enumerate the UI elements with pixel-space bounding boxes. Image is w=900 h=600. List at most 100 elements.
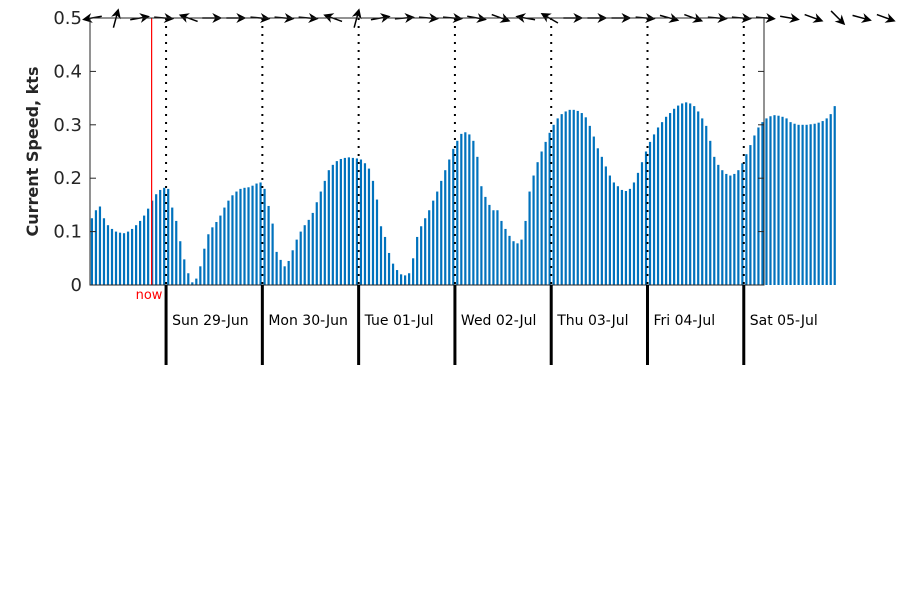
speed-bar xyxy=(532,175,535,285)
speed-bar xyxy=(399,274,403,285)
speed-bar xyxy=(367,168,371,285)
speed-bar xyxy=(584,117,587,285)
speed-bar xyxy=(660,122,664,285)
speed-bar xyxy=(167,188,170,285)
speed-bar xyxy=(721,170,724,285)
speed-bar xyxy=(287,260,290,285)
speed-bar xyxy=(825,118,828,285)
speed-bar xyxy=(560,114,563,286)
speed-bar xyxy=(753,135,756,285)
speed-bar xyxy=(347,157,350,285)
speed-bar xyxy=(295,239,298,285)
speed-bar xyxy=(785,118,788,285)
speed-bar xyxy=(628,188,632,285)
speed-bar xyxy=(544,141,547,285)
speed-bar xyxy=(697,111,700,285)
speed-bar xyxy=(448,159,451,285)
speed-bar xyxy=(134,225,138,285)
speed-bar xyxy=(520,239,523,285)
speed-bar xyxy=(709,140,712,285)
speed-bar xyxy=(564,111,567,285)
speed-bar xyxy=(540,151,543,285)
speed-bar xyxy=(428,210,431,285)
speed-bar xyxy=(343,157,346,285)
speed-bar xyxy=(664,116,668,285)
speed-bar xyxy=(733,173,736,285)
speed-bar xyxy=(765,118,768,285)
speed-bar xyxy=(432,200,435,285)
speed-bar xyxy=(805,124,808,285)
y-tick-label: 0.1 xyxy=(53,222,82,243)
speed-bar xyxy=(355,158,359,285)
speed-bar xyxy=(251,185,254,285)
now-label: now xyxy=(136,288,163,303)
speed-bar xyxy=(163,187,166,285)
speed-bar xyxy=(480,186,483,285)
speed-bar xyxy=(247,187,250,285)
speed-bar xyxy=(307,219,310,285)
speed-bar xyxy=(801,124,804,285)
speed-bar xyxy=(387,252,391,285)
speed-bar xyxy=(745,154,748,285)
speed-bar xyxy=(516,243,519,285)
speed-bar xyxy=(155,194,158,285)
speed-bar xyxy=(644,151,648,285)
speed-bar xyxy=(191,282,194,285)
speed-bar xyxy=(255,183,258,285)
speed-bars xyxy=(90,102,836,286)
speed-bar xyxy=(484,196,487,285)
speed-bar xyxy=(110,228,114,285)
day-label: Mon 30-Jun xyxy=(268,313,348,329)
speed-bar xyxy=(452,148,455,285)
speed-bar xyxy=(777,115,780,285)
speed-bar xyxy=(604,166,607,285)
speed-bar xyxy=(207,234,210,285)
y-tick-label: 0.4 xyxy=(53,61,82,82)
speed-bar xyxy=(331,164,334,285)
speed-bar xyxy=(114,231,118,285)
speed-bar xyxy=(464,132,467,285)
speed-bar xyxy=(106,225,110,285)
speed-bar xyxy=(681,103,684,285)
speed-bar xyxy=(211,227,214,285)
speed-bar xyxy=(267,205,270,285)
speed-bar xyxy=(524,220,527,285)
speed-bar xyxy=(243,187,246,285)
speed-bar xyxy=(126,231,130,285)
speed-bar xyxy=(271,223,274,285)
y-tick-label: 0.5 xyxy=(53,8,82,29)
speed-bar xyxy=(311,212,314,285)
speed-bar xyxy=(789,122,792,285)
speed-bar xyxy=(741,163,744,285)
speed-bar xyxy=(620,189,624,285)
direction-arrow xyxy=(804,13,824,23)
speed-bar xyxy=(147,208,150,285)
speed-bar xyxy=(130,228,134,285)
speed-bar xyxy=(219,215,222,285)
speed-bar xyxy=(335,161,338,285)
speed-bar xyxy=(829,114,832,286)
speed-bar xyxy=(375,199,379,285)
y-axis-ticks: 0 0.1 0.2 0.3 0.4 0.5 xyxy=(53,8,764,296)
speed-bar xyxy=(608,175,611,285)
speed-bar xyxy=(588,125,591,285)
speed-bar xyxy=(436,191,439,285)
speed-bar xyxy=(528,191,531,285)
speed-bar xyxy=(512,241,515,285)
speed-bar xyxy=(319,191,322,285)
speed-bar xyxy=(668,113,672,285)
speed-bar xyxy=(303,225,306,285)
speed-bar xyxy=(171,207,174,285)
speed-bar xyxy=(187,273,190,285)
speed-bar xyxy=(701,118,704,285)
speed-bar xyxy=(793,123,796,286)
speed-bar xyxy=(677,105,680,286)
speed-bar xyxy=(773,115,776,285)
day-label: Thu 03-Jul xyxy=(556,313,628,329)
direction-arrow xyxy=(830,10,846,26)
speed-bar xyxy=(444,170,447,285)
direction-arrow xyxy=(876,13,896,23)
speed-bar xyxy=(797,124,800,285)
speed-bar xyxy=(323,180,326,285)
speed-bar xyxy=(259,182,262,285)
